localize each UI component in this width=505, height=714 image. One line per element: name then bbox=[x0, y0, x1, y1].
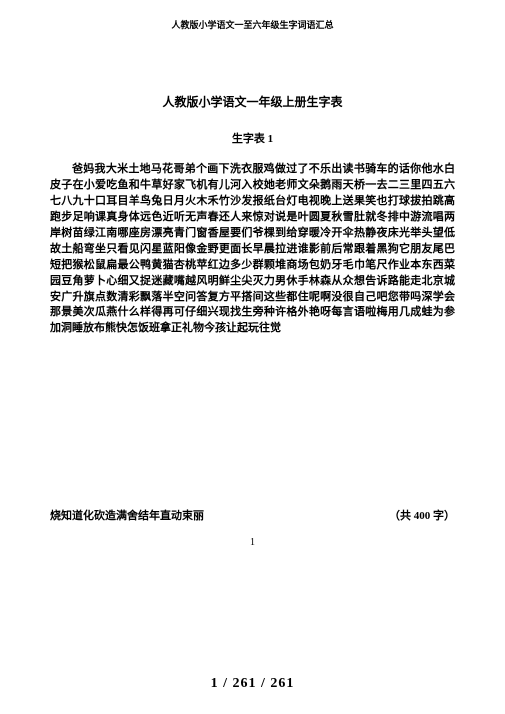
footer-right-text: （共 400 字） bbox=[389, 507, 455, 523]
footer-line: 烧知道化砍造满舍结年直动束丽 （共 400 字） bbox=[0, 507, 505, 523]
page-header: 人教版小学语文一至六年级生字词语汇总 bbox=[0, 0, 505, 31]
document-subtitle: 生字表 1 bbox=[0, 130, 505, 146]
body-text: 爸妈我大米土地马花哥弟个画下洗衣服鸡做过了不乐出读书骑车的话你他水白皮子在小爱吃… bbox=[0, 162, 505, 337]
page-number-large: 1 / 261 / 261 bbox=[0, 676, 505, 692]
footer-left-text: 烧知道化砍造满舍结年直动束丽 bbox=[50, 507, 204, 523]
page-number-small: 1 bbox=[0, 537, 505, 548]
document-title: 人教版小学语文一年级上册生字表 bbox=[0, 93, 505, 110]
